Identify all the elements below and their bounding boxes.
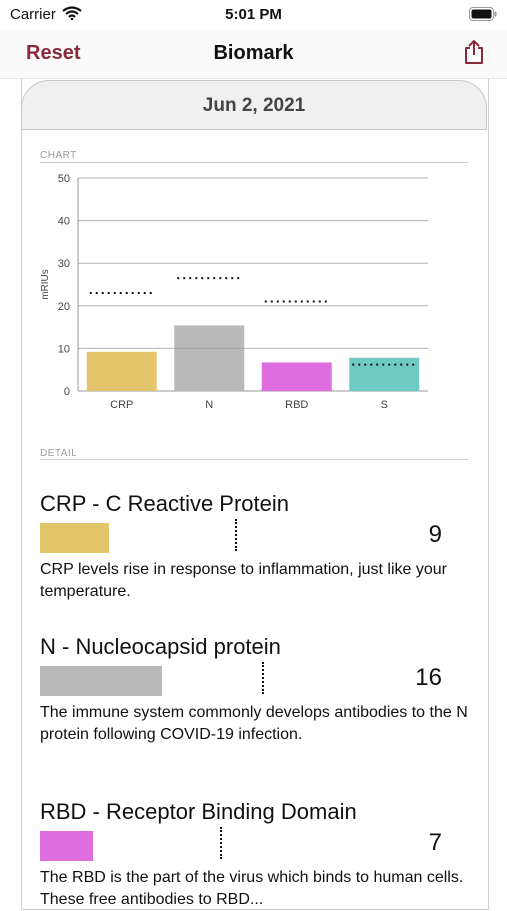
navigation-bar: Reset Biomark	[0, 30, 507, 79]
level-bar	[40, 831, 94, 861]
threshold-marker	[262, 662, 265, 694]
results-card	[21, 79, 489, 910]
reset-button[interactable]: Reset	[26, 42, 81, 64]
detail-section-divider	[40, 459, 468, 460]
threshold-marker	[235, 519, 238, 551]
y-axis-label: mRIUs	[40, 269, 51, 300]
y-tick-label: 10	[58, 343, 70, 355]
battery-icon	[469, 7, 497, 26]
detail-item-crp: CRP - C Reactive Protein 9 CRP levels ri…	[40, 491, 468, 603]
result-date: Jun 2, 2021	[202, 95, 306, 116]
y-tick-label: 20	[58, 301, 70, 313]
bar-crp	[86, 351, 157, 391]
bar-n	[174, 325, 245, 391]
x-tick-label: S	[381, 399, 388, 411]
detail-level-row: 7	[40, 825, 468, 861]
level-bar	[40, 666, 162, 696]
bar-s	[349, 357, 420, 391]
chart-section-divider	[40, 162, 468, 163]
x-tick-label: N	[205, 399, 213, 411]
detail-value: 9	[428, 521, 442, 548]
x-tick-label: CRP	[110, 399, 133, 411]
clock-time: 5:01 PM	[225, 6, 282, 23]
share-icon[interactable]	[463, 39, 485, 70]
detail-title: CRP - C Reactive Protein	[40, 491, 290, 516]
detail-value: 16	[415, 664, 442, 691]
status-bar: Carrier 5:01 PM	[0, 0, 507, 30]
carrier-label: Carrier	[10, 6, 56, 23]
detail-level-row: 9	[40, 517, 468, 553]
y-tick-label: 0	[64, 386, 70, 398]
wifi-icon	[62, 6, 82, 25]
page-title: Biomark	[213, 42, 294, 64]
threshold-marker	[220, 827, 223, 859]
detail-item-n: N - Nucleocapsid protein 16 The immune s…	[40, 634, 468, 746]
bar-rbd	[261, 362, 332, 391]
detail-title: RBD - Receptor Binding Domain	[40, 799, 357, 824]
y-tick-label: 50	[58, 173, 70, 185]
level-bar	[40, 523, 109, 553]
x-tick-label: RBD	[285, 399, 308, 411]
detail-title: N - Nucleocapsid protein	[40, 634, 281, 659]
chart-section-label: CHART	[40, 150, 77, 161]
biomarker-bar-chart: 0 10 20 30 40 50 mRIUs CRP N RBD S	[40, 173, 428, 411]
y-tick-label: 30	[58, 258, 70, 270]
detail-section-label: DETAIL	[40, 448, 78, 459]
y-tick-label: 40	[58, 216, 70, 228]
detail-level-row: 16	[40, 660, 468, 696]
date-header: Jun 2, 2021	[21, 80, 487, 130]
detail-description: The immune system commonly develops anti…	[40, 704, 468, 743]
detail-item-rbd: RBD - Receptor Binding Domain 7 The RBD …	[40, 799, 468, 911]
detail-value: 7	[428, 829, 442, 856]
detail-description: CRP levels rise in response to inflammat…	[40, 561, 447, 600]
detail-description: The RBD is the part of the virus which b…	[40, 869, 464, 908]
